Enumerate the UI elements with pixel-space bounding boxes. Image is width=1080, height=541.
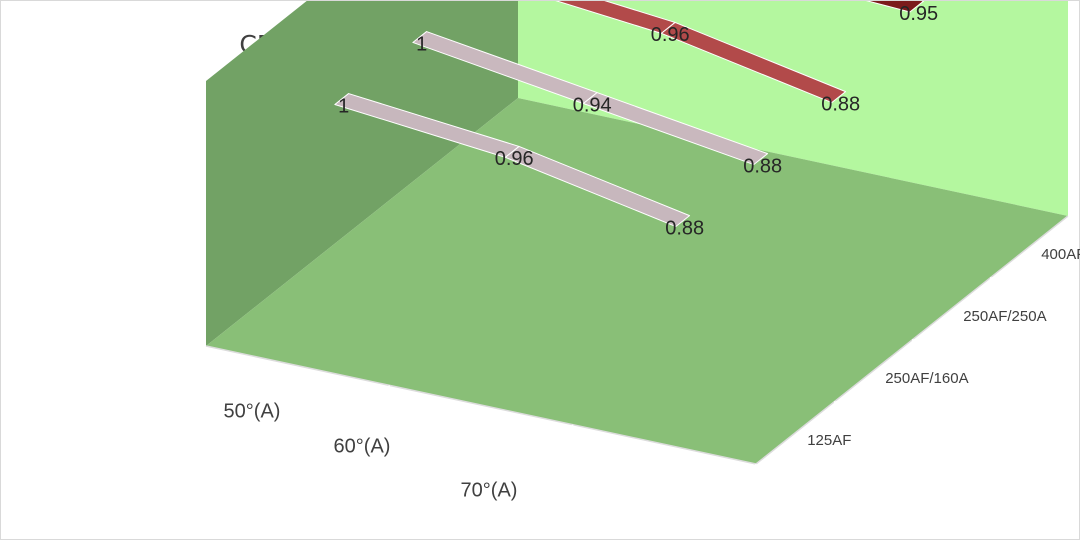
x-axis-line	[205, 345, 757, 465]
ribbon-segment	[504, 145, 691, 228]
x-tick-label: 50°(A)	[224, 400, 281, 422]
depth-tick-label: 400AF	[1041, 246, 1080, 263]
series-ribbon-125af	[334, 93, 691, 228]
x-tick-label: 70°(A)	[461, 479, 518, 501]
data-label: 0.88	[743, 155, 782, 177]
left-wall	[206, 1, 518, 346]
ribbon-segment	[865, 1, 925, 13]
depth-tick-label: 250AF/250A	[963, 308, 1046, 325]
data-label: 1	[338, 95, 349, 117]
data-label: 0.94	[573, 94, 612, 116]
x-tick-mark	[752, 463, 757, 477]
series-ribbon-400af	[865, 1, 925, 13]
depth-tick-label: 125AF	[807, 432, 851, 449]
data-label: 0.96	[495, 148, 534, 170]
data-label: 0.88	[821, 93, 860, 115]
x-tick-mark	[385, 385, 391, 398]
series-ribbon-250af-250a	[555, 1, 847, 104]
x-tick-label: 60°(A)	[334, 435, 391, 457]
ribbon-segment	[582, 92, 769, 166]
x-tick-mark	[568, 424, 574, 437]
floor	[206, 98, 1068, 464]
ribbon-segment	[660, 21, 847, 104]
axis-ticks: 50°(A) 60°(A) 70°(A) 125AF 250AF/160A 250AF/2…	[224, 215, 1080, 501]
data-label: 0.96	[651, 24, 690, 46]
data-label: 0.88	[665, 217, 704, 239]
back-wall	[518, 1, 1068, 216]
series-ribbon-250af-160a	[412, 31, 769, 166]
data-label: 0.95	[899, 3, 938, 25]
series-ribbons	[334, 1, 925, 228]
data-label: 1	[416, 33, 427, 55]
chart-walls	[205, 1, 1069, 465]
depth-tick-label: 250AF/160A	[885, 370, 968, 387]
